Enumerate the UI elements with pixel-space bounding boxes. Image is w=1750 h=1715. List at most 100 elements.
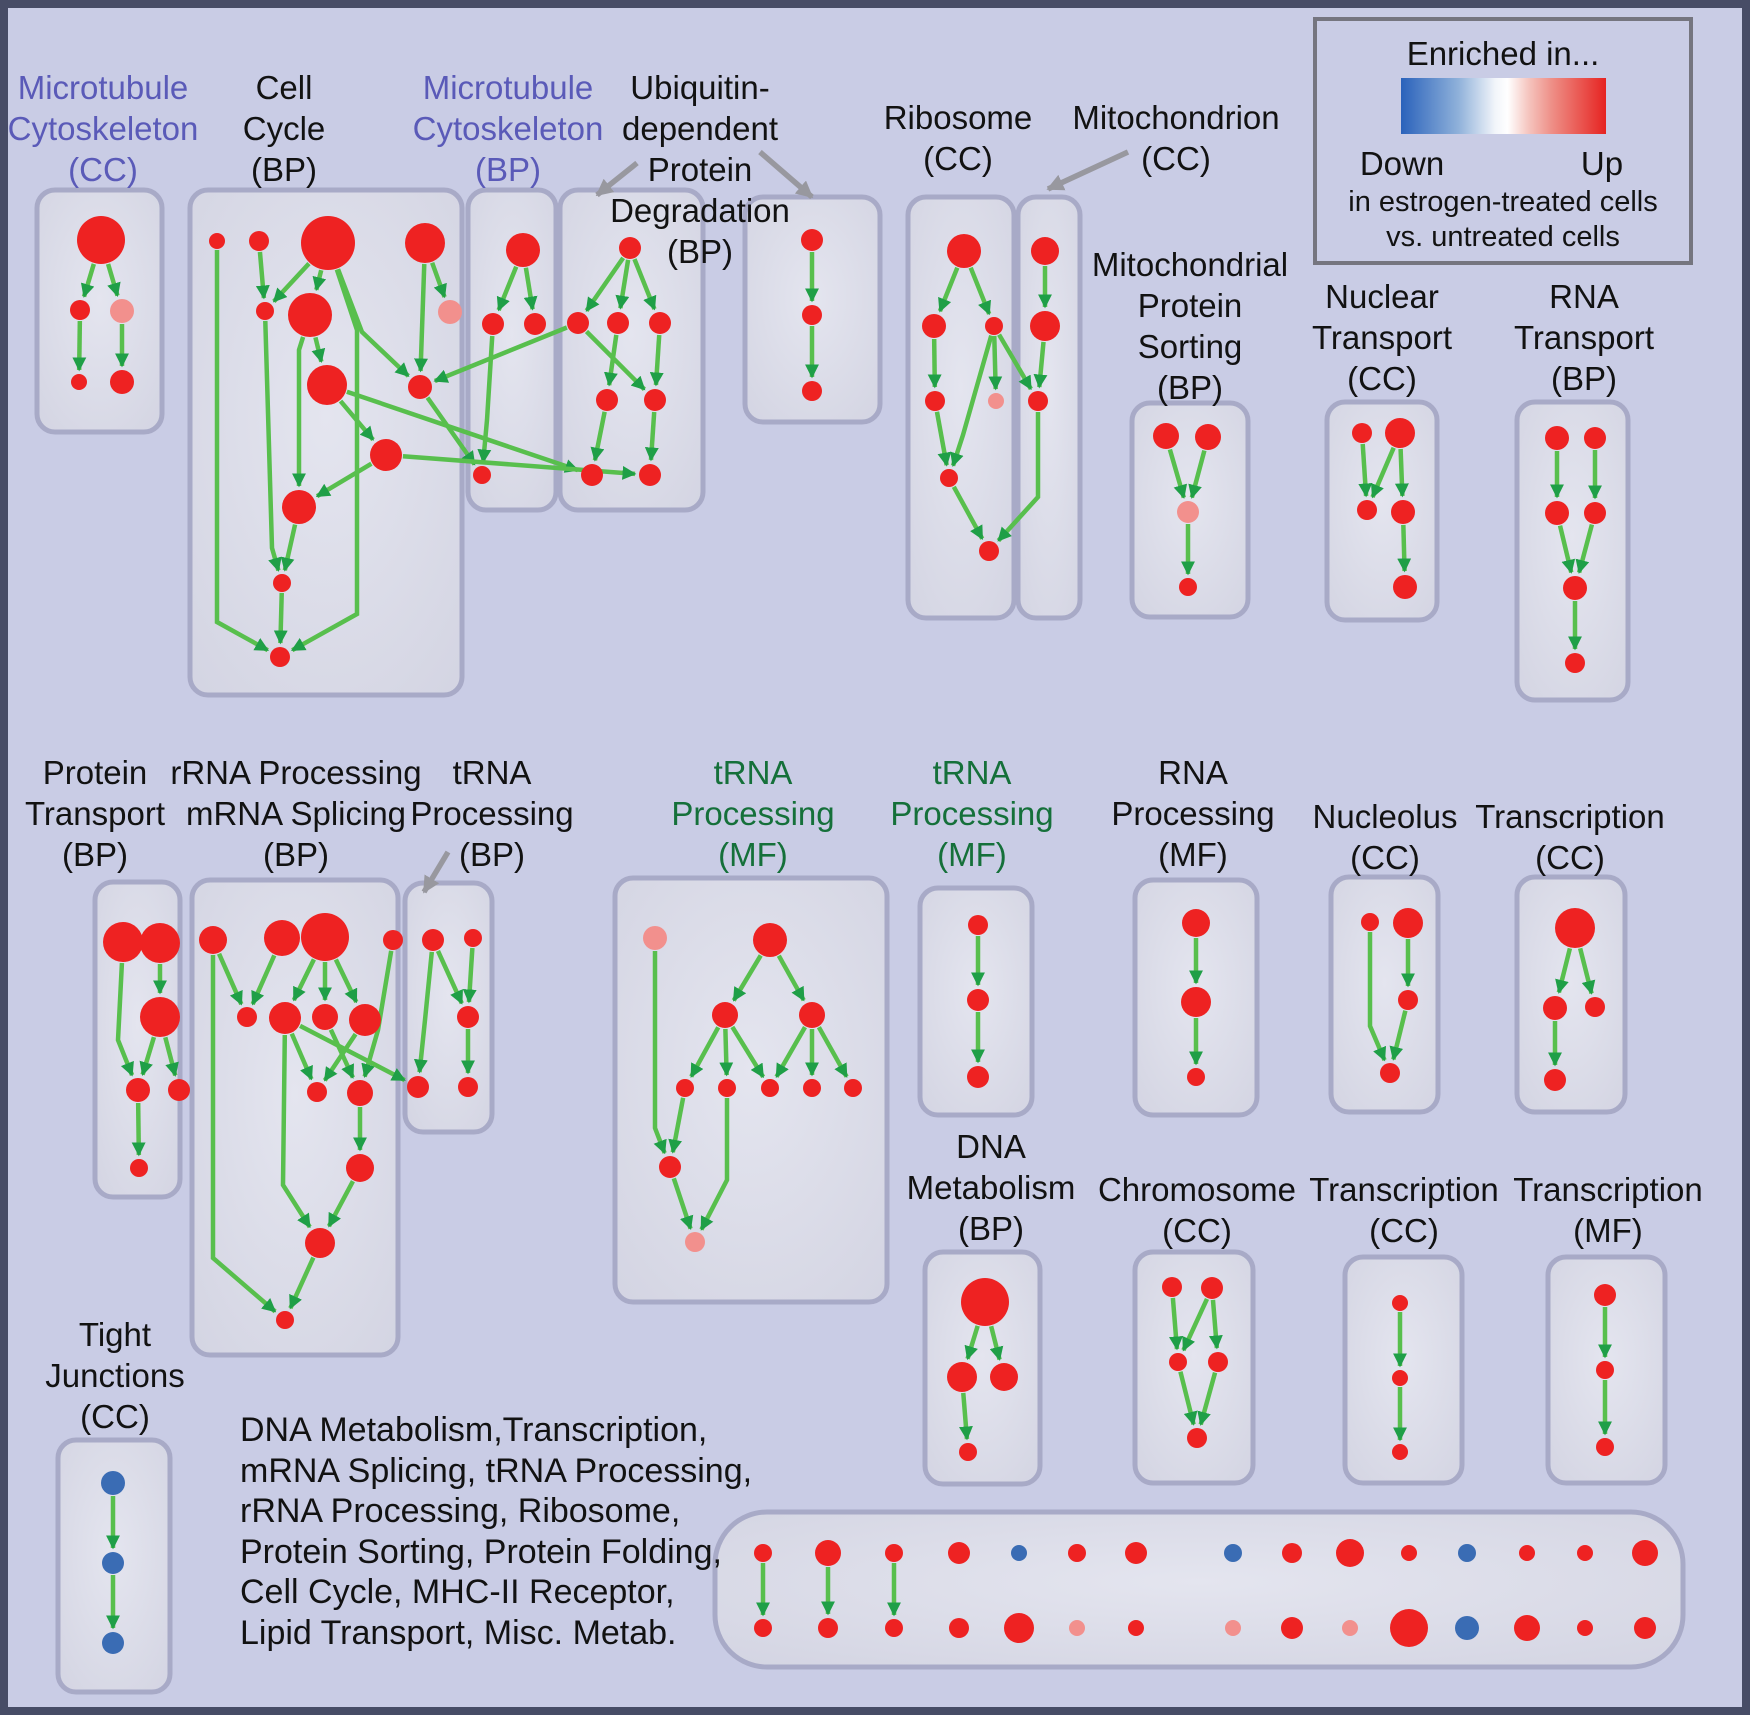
go-term-node-chromosome-cc	[1201, 1277, 1223, 1299]
nodes-layer	[70, 216, 1658, 1654]
label-pointer-arrow	[421, 850, 451, 894]
go-term-node-trna-processing-mf-large	[803, 1079, 821, 1097]
edge-arrow	[649, 334, 664, 387]
enrichment-gradient-bar	[1401, 78, 1606, 134]
edge-arrow	[937, 266, 960, 313]
go-term-node-misc	[818, 1618, 838, 1638]
go-term-node-transcription-cc-row3	[1392, 1370, 1408, 1386]
go-term-node-microtubule-cytoskeleton-cc	[110, 299, 134, 323]
go-term-node-cell-cycle-bp	[249, 231, 269, 251]
edge-arrow	[414, 263, 428, 373]
go-term-node-tight-junctions-cc	[102, 1632, 124, 1654]
go-term-node-nucleolus-cc	[1380, 1063, 1400, 1083]
edge-arrow	[210, 955, 277, 1314]
go-term-node-misc	[815, 1540, 841, 1566]
cluster-box-microtubule-cytoskeleton-cc	[34, 187, 165, 435]
go-term-node-nuclear-transport-cc	[1391, 500, 1415, 524]
cluster-box-mitochondrion-cc	[1015, 194, 1083, 621]
edge-arrow	[312, 269, 327, 292]
edge-arrow	[584, 256, 626, 312]
edge-arrow	[1197, 1372, 1218, 1426]
cluster-box-rna-transport-bp	[1514, 399, 1631, 703]
go-term-node-misc	[1455, 1616, 1479, 1640]
cluster-box-transcription-cc-row3	[1342, 1254, 1465, 1486]
edge-arrow	[72, 320, 87, 372]
go-term-node-misc	[1577, 1620, 1593, 1636]
edge-arrow	[988, 1325, 1004, 1361]
go-term-node-cell-cycle-bp	[209, 233, 225, 249]
edge-arrow	[1178, 1371, 1198, 1426]
go-term-node-microtubule-cytoskeleton-cc	[77, 216, 125, 264]
go-term-node-transcription-cc-row3	[1392, 1444, 1408, 1460]
edge-arrow	[615, 259, 631, 310]
go-term-node-misc	[1577, 1545, 1593, 1561]
edge-arrow	[263, 320, 282, 572]
misc-cluster-text: DNA Metabolism,Transcription, mRNA Splic…	[240, 1411, 753, 1652]
edge-arrow	[299, 1023, 406, 1083]
go-term-node-misc	[949, 1618, 969, 1638]
edge-arrow	[988, 335, 1003, 391]
edge-arrow	[996, 412, 1041, 543]
edge-arrow	[1358, 443, 1373, 498]
go-term-node-trna-processing-bp	[407, 1076, 429, 1098]
go-term-node-rrna-processing-mrna-splicing-bp	[276, 1311, 294, 1329]
go-term-node-misc	[1458, 1544, 1476, 1562]
label-pointer-arrow	[595, 160, 639, 198]
go-term-node-rrna-processing-mrna-splicing-bp	[237, 1007, 257, 1027]
edge-arrow	[1577, 947, 1596, 995]
go-term-node-mitochondrial-protein-sorting-bp	[1195, 424, 1221, 450]
go-term-node-transcription-cc-row2	[1555, 908, 1595, 948]
go-term-node-mitochondrion-cc	[1031, 237, 1059, 265]
go-term-node-cell-cycle-bp	[288, 293, 332, 337]
go-term-node-misc	[1011, 1545, 1027, 1561]
legend-up-label: Up	[1580, 145, 1624, 182]
go-term-node-misc	[948, 1542, 970, 1564]
go-term-node-dna-metabolism-bp	[959, 1443, 977, 1461]
go-term-node-rrna-processing-mrna-splicing-bp	[301, 913, 349, 961]
go-term-node-mitochondrial-protein-sorting-bp	[1179, 578, 1197, 596]
edge-arrow	[338, 399, 375, 442]
go-term-node-transcription-cc-row3	[1392, 1295, 1408, 1311]
edge-arrow	[1167, 448, 1188, 499]
edge-arrow	[603, 334, 619, 387]
edge-arrow	[1208, 1299, 1223, 1350]
go-term-node-misc	[1342, 1620, 1358, 1636]
go-term-node-ubiquitin-degradation-bp-main	[596, 389, 618, 411]
go-term-node-rna-transport-bp	[1563, 576, 1587, 600]
go-term-node-microtubule-cytoskeleton-cc	[110, 370, 134, 394]
go-term-node-rna-transport-bp	[1565, 653, 1585, 673]
go-term-node-misc	[1634, 1617, 1656, 1639]
edge-arrow	[1397, 524, 1412, 573]
go-term-node-ubiquitin-degradation-bp-main	[649, 312, 671, 334]
go-term-node-ubiquitin-degradation-bp-chain	[802, 381, 822, 401]
go-term-node-ribosome-cc	[988, 393, 1004, 409]
go-term-node-ubiquitin-degradation-bp-main	[639, 464, 661, 486]
go-term-node-misc	[1225, 1620, 1241, 1636]
go-term-node-rrna-processing-mrna-splicing-bp	[307, 1082, 327, 1102]
go-term-node-cell-cycle-bp	[405, 223, 445, 263]
go-term-node-transcription-mf	[1594, 1284, 1616, 1306]
go-term-node-trna-processing-mf-large	[844, 1079, 862, 1097]
edge-arrow	[997, 333, 1033, 391]
go-term-node-ribosome-cc	[940, 469, 958, 487]
go-term-node-rrna-processing-mrna-splicing-bp	[346, 1154, 374, 1182]
go-term-node-tight-junctions-cc	[101, 1471, 125, 1495]
go-term-node-rrna-processing-mrna-splicing-bp	[349, 1004, 381, 1036]
go-term-node-protein-transport-bp	[103, 922, 143, 962]
edges-layer	[72, 250, 1612, 1630]
go-term-node-ribosome-cc	[922, 314, 946, 338]
go-term-node-misc	[1004, 1613, 1034, 1643]
go-term-node-trna-processing-mf-large	[659, 1156, 681, 1178]
go-term-node-transcription-mf	[1596, 1361, 1614, 1379]
edge-arrow	[1181, 1297, 1210, 1352]
cluster-box-misc-terms-panel	[712, 1509, 1686, 1670]
go-term-node-microtubule-cytoskeleton-bp	[473, 466, 491, 484]
go-term-node-nuclear-transport-cc	[1352, 423, 1372, 443]
go-term-node-rna-transport-bp	[1584, 502, 1606, 524]
go-term-node-misc	[754, 1619, 772, 1637]
edge-arrow	[632, 258, 657, 311]
go-term-node-rrna-processing-mrna-splicing-bp	[269, 1002, 301, 1034]
go-term-node-misc	[1390, 1609, 1428, 1647]
edge-arrow	[80, 263, 96, 298]
